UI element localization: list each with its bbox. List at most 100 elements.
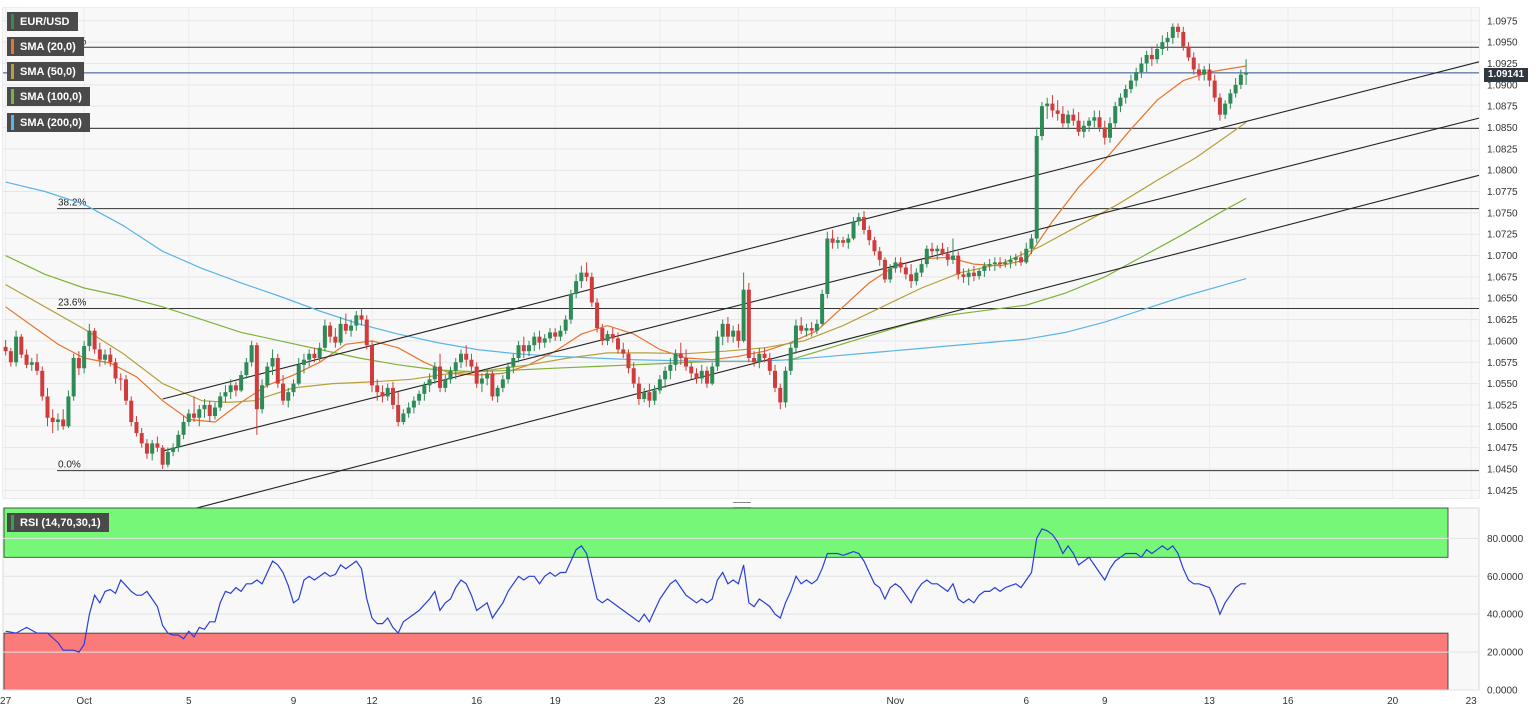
candle-body [930,248,935,252]
oversold-zone [3,632,1449,691]
candle-body [233,385,238,391]
candle-body [469,359,474,367]
candle-body [244,362,249,376]
candle-body [563,319,568,331]
sma-50-legend[interactable]: SMA (50,0) [7,62,84,81]
candle-body [139,433,144,444]
time-tick-label: 27 [0,696,12,707]
candle-body [820,293,825,324]
time-axis[interactable]: 27 Oct 5 9 12 16 19 23 26 Nov 6 9 13 16 20 23 [0,696,1477,707]
price-tick-label: 1.0600 [1487,336,1518,347]
time-tick-label: 16 [1282,696,1294,707]
candle-body [720,323,725,337]
candle-body [689,366,694,374]
candle-body [767,358,772,371]
candle-body [192,413,197,418]
candle-body [103,354,108,360]
time-tick-label: Oct [76,696,92,707]
candle-body [1013,257,1018,260]
rsi-series-line [5,528,1247,653]
candle-body [778,387,783,403]
candle-body [76,358,81,369]
candle-body [1092,117,1097,121]
candle-body [516,345,521,358]
candle-body [945,253,950,260]
candle-body [616,338,620,350]
time-tick-label: 13 [1204,696,1216,707]
price-tick-label: 1.0475 [1487,443,1518,454]
fib-level-label: 0.0% [58,460,81,471]
price-tick-label: 1.0500 [1487,422,1518,433]
candle-body [113,362,118,379]
candle-body [260,385,265,410]
rsi-tick-label: 40.0000 [1487,610,1524,621]
candle-body [914,272,919,282]
candle-body [903,267,908,275]
candle-body [1128,80,1133,90]
rsi-grid [3,537,1479,691]
candle-body [181,422,186,435]
candle-body [1008,259,1013,263]
candle-body [982,265,987,271]
candle-body [35,362,40,371]
candle-body [1212,80,1217,98]
candle-body [3,346,8,352]
symbol-swatch [11,14,14,29]
price-axis[interactable]: 1.0975 1.0950 1.0925 1.0900 1.0875 1.0850 1.08… [1487,16,1518,497]
candle-body [1202,69,1207,75]
candle-body [281,383,286,401]
candle-body [521,345,526,352]
candle-body [1050,103,1055,111]
candle-body [809,328,814,331]
candle-body [715,336,720,367]
candle-body [1003,262,1008,265]
sma-line [5,65,1247,423]
candle-body [746,289,751,358]
candle-body [207,404,212,417]
time-tick-label: 6 [1023,696,1029,707]
candle-body [422,385,427,394]
time-tick-label: 23 [654,696,666,707]
candle-body [636,383,641,399]
candle-body [553,332,558,337]
symbol-legend[interactable]: EUR/USD [7,12,78,31]
candle-body [814,323,819,331]
candle-body [55,419,60,423]
candle-body [710,366,715,384]
candle-body [1165,37,1170,43]
candle-body [584,272,589,277]
price-tick-label: 1.0550 [1487,379,1518,390]
rsi-zones [3,507,1449,691]
price-tick-label: 1.0750 [1487,208,1518,219]
candle-body [752,358,757,363]
candle-body [14,336,19,363]
candle-body [511,358,516,367]
candle-body [354,315,359,326]
sma-200-legend[interactable]: SMA (200,0) [7,113,90,132]
rsi-legend[interactable]: RSI (14,70,30,1) [7,513,109,532]
rsi-axis[interactable]: 80.0000 60.0000 40.0000 20.0000 0.0000 [1487,534,1524,697]
candle-body [940,248,945,254]
candle-body [987,264,992,266]
price-grid [3,8,1479,498]
candle-body [296,364,301,384]
candle-body [134,422,139,434]
candle-body [1034,136,1039,239]
time-tick-label: 19 [550,696,562,707]
candle-body [924,248,929,265]
price-tick-label: 1.0950 [1487,38,1518,49]
candle-body [155,443,160,448]
sma-20-legend[interactable]: SMA (20,0) [7,37,84,56]
candle-body [1071,114,1076,121]
candle-body [202,404,207,410]
candle-body [589,276,594,303]
sma-100-legend[interactable]: SMA (100,0) [7,87,90,106]
candle-body [1176,26,1181,32]
candle-body [338,323,343,343]
candle-body [830,238,835,243]
candle-body [1024,248,1029,263]
rsi-tick-label: 60.0000 [1487,572,1524,583]
sma-100-swatch [11,89,14,104]
panel-resize-handle[interactable] [733,502,751,508]
